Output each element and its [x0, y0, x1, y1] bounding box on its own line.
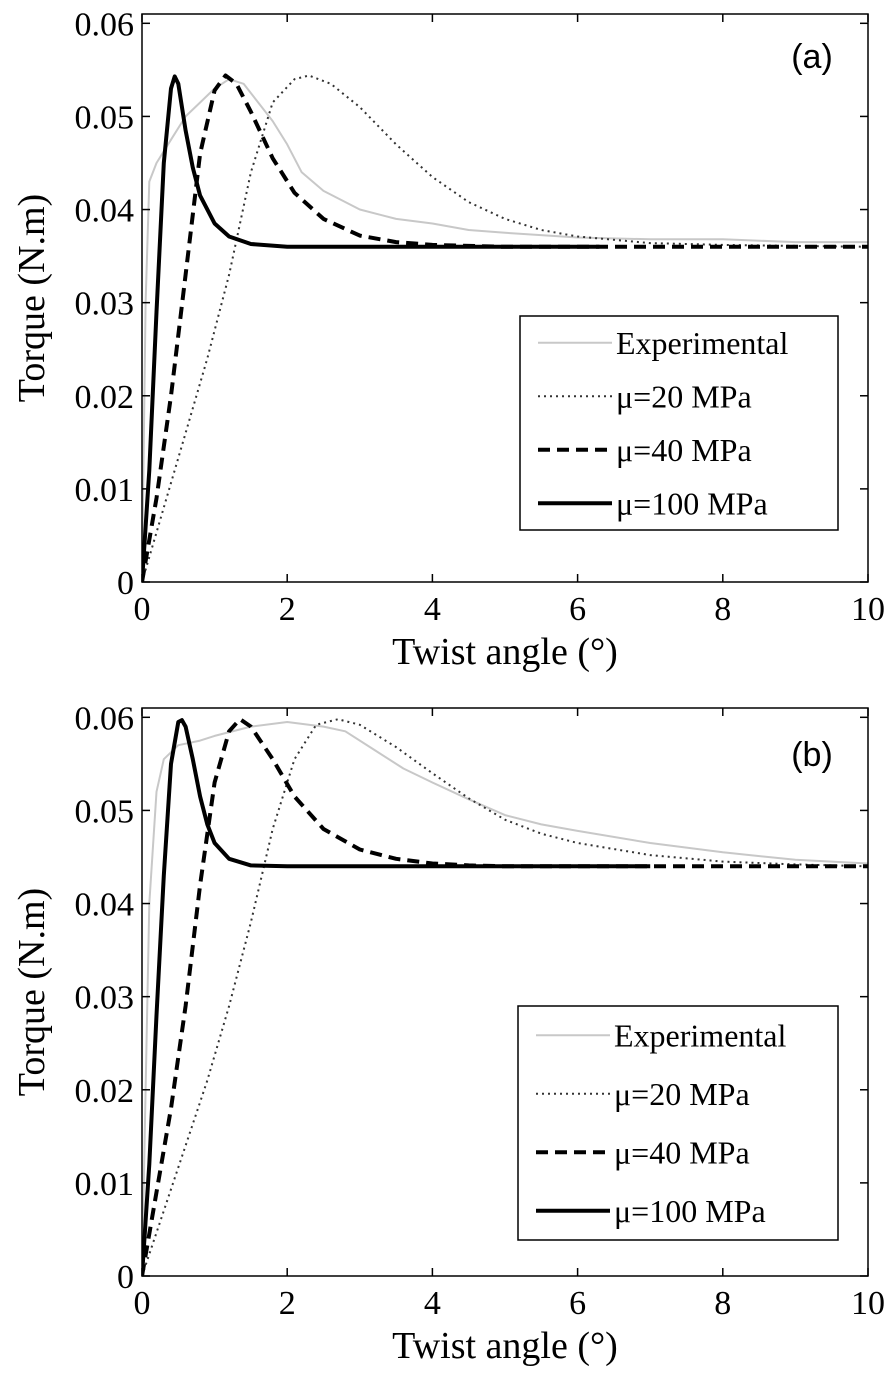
- series-line-mu-40-mpa: [142, 717, 868, 1276]
- x-tick-label: 6: [569, 1285, 586, 1322]
- x-tick-label: 4: [424, 1285, 441, 1322]
- x-tick-label: 10: [851, 1285, 885, 1322]
- y-axis-label: Torque (N.m): [11, 194, 53, 402]
- legend-label-mu-100-mpa: μ=100 MPa: [614, 1193, 766, 1229]
- x-tick-label: 4: [424, 591, 441, 628]
- legend-box: [519, 315, 839, 531]
- x-tick-label: 8: [714, 591, 731, 628]
- legend-label-mu-20-mpa: μ=20 MPa: [614, 1076, 750, 1112]
- chart-panel-a: 0 2 4 6 8 10 0 0.01 0.02 0.03 0.04 0.05 0.06 Twist an…: [11, 6, 885, 673]
- x-axis-label: Twist angle (°): [392, 1325, 618, 1367]
- y-tick-label: 0.01: [75, 1166, 135, 1203]
- legend-label-mu-40-mpa: μ=40 MPa: [616, 432, 752, 468]
- legend: Experimental μ=20 MPa μ=40 MPa μ=100 MPa: [519, 315, 839, 531]
- x-tick-label: 0: [134, 591, 151, 628]
- y-tick-label: 0.04: [75, 887, 135, 924]
- series-line-experimental: [142, 721, 868, 1276]
- plot-area-frame: [141, 707, 869, 1277]
- x-tick-label: 10: [851, 591, 885, 628]
- y-tick-label: 0: [117, 1259, 134, 1296]
- y-tick-label: 0.03: [75, 980, 135, 1017]
- legend-label-mu-20-mpa: μ=20 MPa: [616, 378, 752, 414]
- series-line-mu-100-mpa: [142, 718, 651, 1276]
- y-tick-label: 0.06: [75, 6, 135, 43]
- series-line-mu-20-mpa: [142, 74, 868, 582]
- y-tick-label: 0.06: [75, 700, 135, 737]
- legend-label-mu-100-mpa: μ=100 MPa: [616, 485, 768, 521]
- x-tick-label: 6: [569, 591, 586, 628]
- series-line-mu-20-mpa: [142, 718, 868, 1276]
- y-tick-label: 0.05: [75, 99, 135, 136]
- legend-label-experimental: Experimental: [616, 325, 788, 361]
- y-axis-label: Torque (N.m): [11, 888, 53, 1096]
- y-tick-label: 0.03: [75, 286, 135, 323]
- legend-label-experimental: Experimental: [614, 1017, 786, 1053]
- legend: Experimental μ=20 MPa μ=40 MPa μ=100 MPa: [517, 1005, 839, 1241]
- legend-label-mu-40-mpa: μ=40 MPa: [614, 1134, 750, 1170]
- y-tick-label: 0.04: [75, 193, 135, 230]
- plot-area-frame: [141, 13, 869, 583]
- legend-box: [517, 1005, 839, 1241]
- x-tick-label: 2: [279, 1285, 296, 1322]
- chart-panel-b: 0 2 4 6 8 10 0 0.01 0.02 0.03 0.04 0.05 0.06 Twist an…: [11, 700, 885, 1367]
- panel-label: (a): [791, 38, 833, 76]
- y-tick-label: 0.02: [75, 1073, 135, 1110]
- x-tick-label: 2: [279, 591, 296, 628]
- x-tick-label: 8: [714, 1285, 731, 1322]
- y-tick-label: 0.02: [75, 379, 135, 416]
- x-tick-label: 0: [134, 1285, 151, 1322]
- y-tick-label: 0.01: [75, 472, 135, 509]
- series-line-mu-100-mpa: [142, 74, 600, 582]
- y-tick-label: 0.05: [75, 793, 135, 830]
- x-axis-label: Twist angle (°): [392, 631, 618, 673]
- panel-label: (b): [791, 736, 833, 774]
- y-tick-label: 0: [117, 565, 134, 602]
